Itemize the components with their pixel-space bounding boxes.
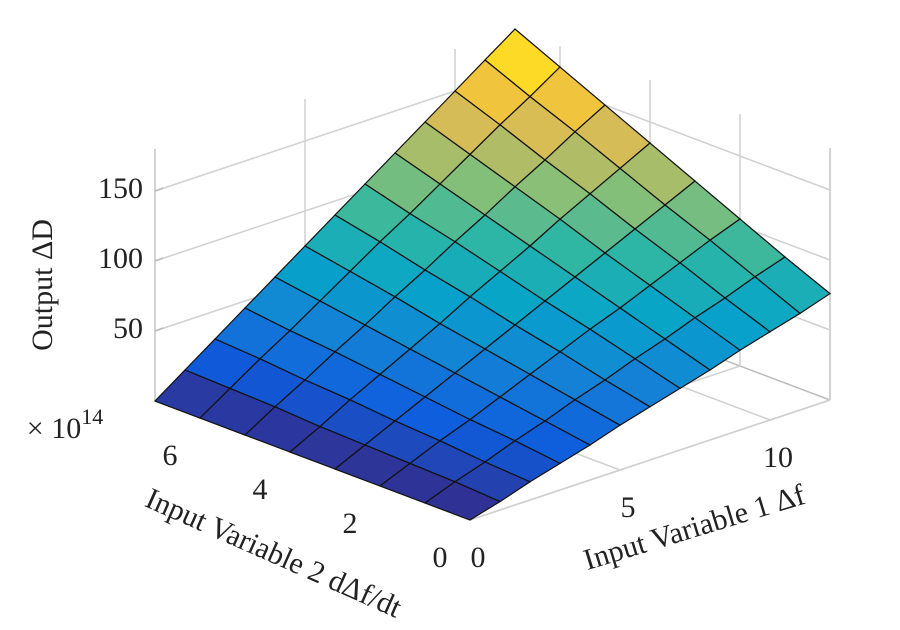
x-tick-label: 5 (621, 491, 636, 524)
x-tick-label: 10 (763, 441, 793, 474)
surface-patch (423, 481, 502, 521)
x-tick-label: 0 (471, 541, 486, 574)
z-tick-label: 100 (98, 242, 143, 275)
tick-mark (154, 257, 164, 262)
y-tick-label: 2 (343, 507, 358, 540)
y-axis-label: Input Variable 2 dΔf/dt (141, 482, 407, 625)
tick-mark (154, 187, 164, 192)
surface (153, 28, 832, 521)
y-tick-label: 0 (433, 541, 448, 574)
y-multiplier-base: × 10 (27, 412, 81, 445)
z-axis-label: Output ΔD (26, 219, 59, 351)
tick-mark (154, 327, 164, 332)
y-tick-label: 4 (253, 473, 268, 506)
y-tick-label: 6 (163, 439, 178, 472)
grid-line (469, 399, 831, 521)
z-tick-label: 150 (98, 172, 143, 205)
y-multiplier: × 1014 (27, 404, 103, 445)
z-tick-label: 50 (113, 312, 143, 345)
x-axis-label: Input Variable 1 Δf (580, 478, 809, 577)
y-multiplier-exponent: 14 (81, 404, 103, 429)
